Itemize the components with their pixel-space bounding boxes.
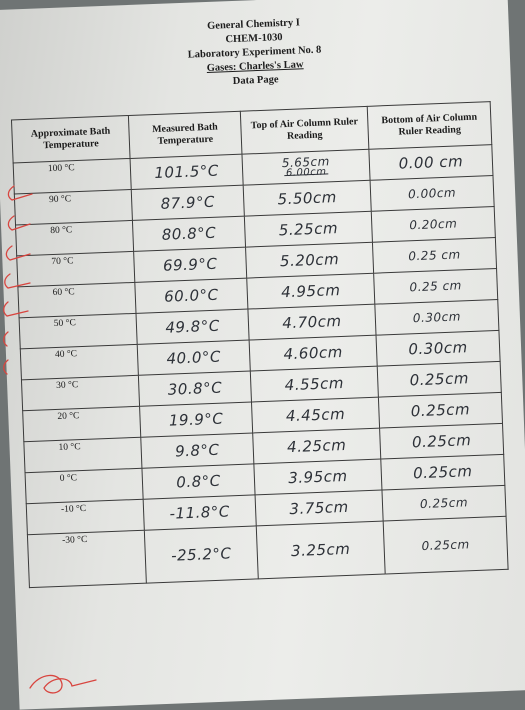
top-reading: 4.70cm [247, 304, 377, 341]
measured-temp: -11.8°C [143, 494, 257, 531]
measured-temp: 49.8°C [135, 309, 250, 345]
bath-temp: 50 °C [19, 313, 138, 349]
bath-temp: 70 °C [16, 251, 135, 287]
top-reading: 5.65cm 6.00cm [241, 149, 371, 186]
top-reading: 5.25cm [244, 211, 373, 248]
measured-temp: 69.9°C [133, 247, 247, 283]
bottom-reading: 0.25cm [377, 361, 502, 398]
bottom-reading: 0.25cm [383, 516, 509, 574]
bottom-reading: 0.25 cm [373, 268, 498, 305]
top-reading: 4.95cm [246, 273, 375, 310]
bath-temp: 90 °C [14, 189, 133, 225]
bottom-reading: 0.30cm [376, 330, 501, 367]
bath-temp: 10 °C [23, 437, 142, 473]
measured-temp: 30.8°C [138, 371, 252, 407]
top-reading: 4.55cm [250, 366, 379, 402]
top-reading: 4.60cm [249, 335, 378, 372]
bath-temp: 0 °C [25, 468, 144, 504]
bottom-reading: 0.25 cm [372, 237, 497, 274]
measured-temp: 80.8°C [132, 216, 246, 252]
measured-temp: 9.8°C [140, 432, 254, 469]
bottom-reading: 0.25cm [379, 423, 504, 460]
bath-temp: 100 °C [13, 158, 132, 194]
top-reading: 3.95cm [253, 459, 382, 495]
top-reading: 5.50cm [243, 180, 372, 217]
bottom-reading: 0.20cm [371, 206, 496, 243]
top-reading: 3.25cm [256, 521, 386, 579]
bottom-reading: 0.00cm [370, 175, 495, 212]
bottom-reading: 0.00 cm [368, 144, 493, 181]
top-reading: 4.25cm [252, 428, 381, 464]
bath-temp: 80 °C [15, 220, 134, 256]
bath-temp: 30 °C [21, 375, 140, 411]
document-header: General Chemistry I CHEM-1030 Laboratory… [133, 14, 376, 93]
top-reading: 4.45cm [251, 397, 380, 433]
bath-temp: 20 °C [22, 406, 141, 442]
measured-temp: 40.0°C [137, 340, 251, 376]
bath-temp: -30 °C [27, 530, 147, 588]
data-table: Approximate Bath Temperature Measured Ba… [11, 101, 509, 588]
measured-temp: -25.2°C [144, 525, 259, 584]
bath-temp: 40 °C [20, 344, 139, 380]
header-approx-temp: Approximate Bath Temperature [11, 115, 131, 163]
header-measured-temp: Measured Bath Temperature [128, 111, 242, 159]
header-bottom-reading: Bottom of Air Column Ruler Reading [367, 101, 492, 150]
bottom-reading: 0.25cm [381, 485, 507, 522]
bath-temp: -10 °C [26, 499, 145, 535]
bottom-reading: 0.25cm [380, 454, 505, 491]
bath-temp: 60 °C [17, 282, 136, 318]
top-reading-crossed: 6.00cm [285, 166, 327, 180]
measured-temp: 0.8°C [141, 463, 256, 500]
bottom-reading: 0.30cm [374, 299, 499, 336]
bottom-reading: 0.25cm [378, 392, 503, 429]
top-reading: 5.20cm [245, 242, 374, 279]
measured-temp: 60.0°C [134, 278, 248, 314]
measured-temp: 101.5°C [130, 154, 244, 190]
header-top-reading: Top of Air Column Ruler Reading [240, 106, 369, 155]
top-reading: 3.75cm [255, 490, 384, 526]
measured-temp: 87.9°C [131, 185, 245, 221]
measured-temp: 19.9°C [139, 401, 253, 438]
